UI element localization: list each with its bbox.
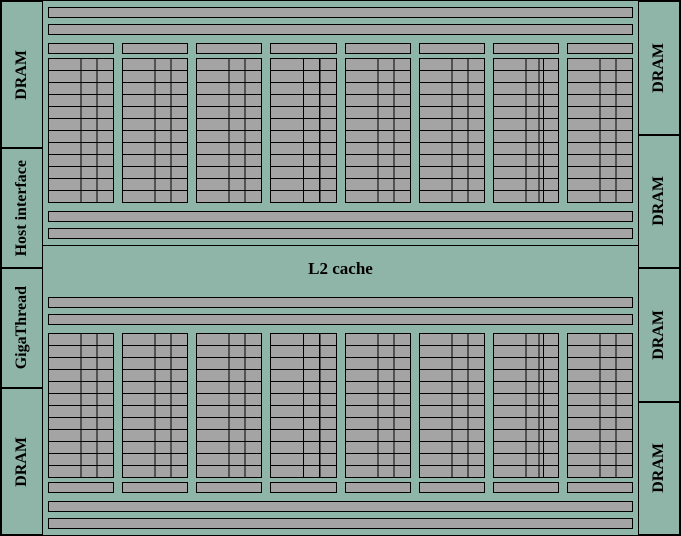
side-label: Host interface	[13, 160, 31, 256]
side-block-dram-brm: DRAM	[638, 268, 680, 402]
side-block-host-interface: Host interface	[1, 148, 43, 268]
sm-cores	[48, 58, 114, 203]
side-label: DRAM	[650, 43, 668, 93]
sm-head	[196, 43, 262, 54]
sm-block	[567, 43, 633, 203]
sm-cores	[419, 333, 485, 478]
l2-label: L2 cache	[308, 259, 373, 279]
side-label: DRAM	[650, 176, 668, 226]
sm-block	[345, 43, 411, 203]
sm-block	[122, 43, 188, 203]
sm-cores	[345, 333, 411, 478]
side-label: DRAM	[650, 310, 668, 360]
sm-row-top	[48, 43, 633, 203]
sm-head	[419, 482, 485, 493]
sm-cores	[567, 333, 633, 478]
sm-block	[419, 333, 485, 493]
bar	[48, 7, 633, 18]
side-label: GigaThread	[13, 286, 31, 369]
sm-head	[345, 482, 411, 493]
sm-head	[345, 43, 411, 54]
side-label: DRAM	[13, 437, 31, 487]
sm-array-top	[43, 1, 638, 245]
bar	[48, 228, 633, 239]
gpu-block-diagram: DRAMHost interfaceGigaThreadDRAM DRAMDRA…	[0, 0, 681, 536]
sm-head	[567, 43, 633, 54]
sm-block	[270, 333, 336, 493]
bottom-outer-bars	[48, 501, 633, 529]
side-block-dram-tr: DRAM	[638, 1, 680, 135]
sm-cores	[48, 333, 114, 478]
side-label: DRAM	[650, 443, 668, 493]
sm-cores	[122, 333, 188, 478]
sm-block	[196, 43, 262, 203]
side-block-dram-tl: DRAM	[1, 1, 43, 148]
sm-row-bottom	[48, 333, 633, 493]
bar	[48, 501, 633, 512]
sm-head	[122, 482, 188, 493]
sm-block	[48, 43, 114, 203]
sm-cores	[493, 58, 559, 203]
sm-array-bottom	[43, 291, 638, 535]
bar	[48, 314, 633, 325]
sm-block	[493, 333, 559, 493]
sm-head	[48, 482, 114, 493]
bar	[48, 24, 633, 35]
bar	[48, 518, 633, 529]
sm-cores	[345, 58, 411, 203]
side-block-giga-thread: GigaThread	[1, 268, 43, 388]
side-label: DRAM	[13, 50, 31, 100]
sm-head	[567, 482, 633, 493]
sm-cores	[196, 58, 262, 203]
sm-block	[48, 333, 114, 493]
left-side-column: DRAM Host interface GigaThread DRAM	[1, 1, 43, 535]
sm-head	[419, 43, 485, 54]
bar	[48, 211, 633, 222]
sm-block	[493, 43, 559, 203]
sm-block	[270, 43, 336, 203]
sm-head	[48, 43, 114, 54]
bottom-inner-bars	[48, 297, 633, 325]
sm-cores	[567, 58, 633, 203]
sm-head	[270, 43, 336, 54]
top-outer-bars	[48, 7, 633, 35]
sm-block	[419, 43, 485, 203]
sm-head	[493, 43, 559, 54]
sm-head	[196, 482, 262, 493]
sm-block	[196, 333, 262, 493]
sm-cores	[122, 58, 188, 203]
sm-cores	[270, 58, 336, 203]
sm-cores	[196, 333, 262, 478]
l2-cache: L2 cache	[43, 245, 638, 293]
sm-block	[345, 333, 411, 493]
side-block-dram-bl: DRAM	[1, 388, 43, 535]
bar	[48, 297, 633, 308]
right-side-column: DRAM DRAM DRAM DRAM	[638, 1, 680, 535]
sm-cores	[270, 333, 336, 478]
sm-cores	[419, 58, 485, 203]
sm-cores	[493, 333, 559, 478]
sm-head	[493, 482, 559, 493]
sm-block	[567, 333, 633, 493]
top-inner-bars	[48, 211, 633, 239]
sm-head	[270, 482, 336, 493]
sm-head	[122, 43, 188, 54]
side-block-dram-br: DRAM	[638, 402, 680, 536]
side-block-dram-trm: DRAM	[638, 135, 680, 269]
sm-block	[122, 333, 188, 493]
core-area: L2 cache	[43, 1, 638, 535]
